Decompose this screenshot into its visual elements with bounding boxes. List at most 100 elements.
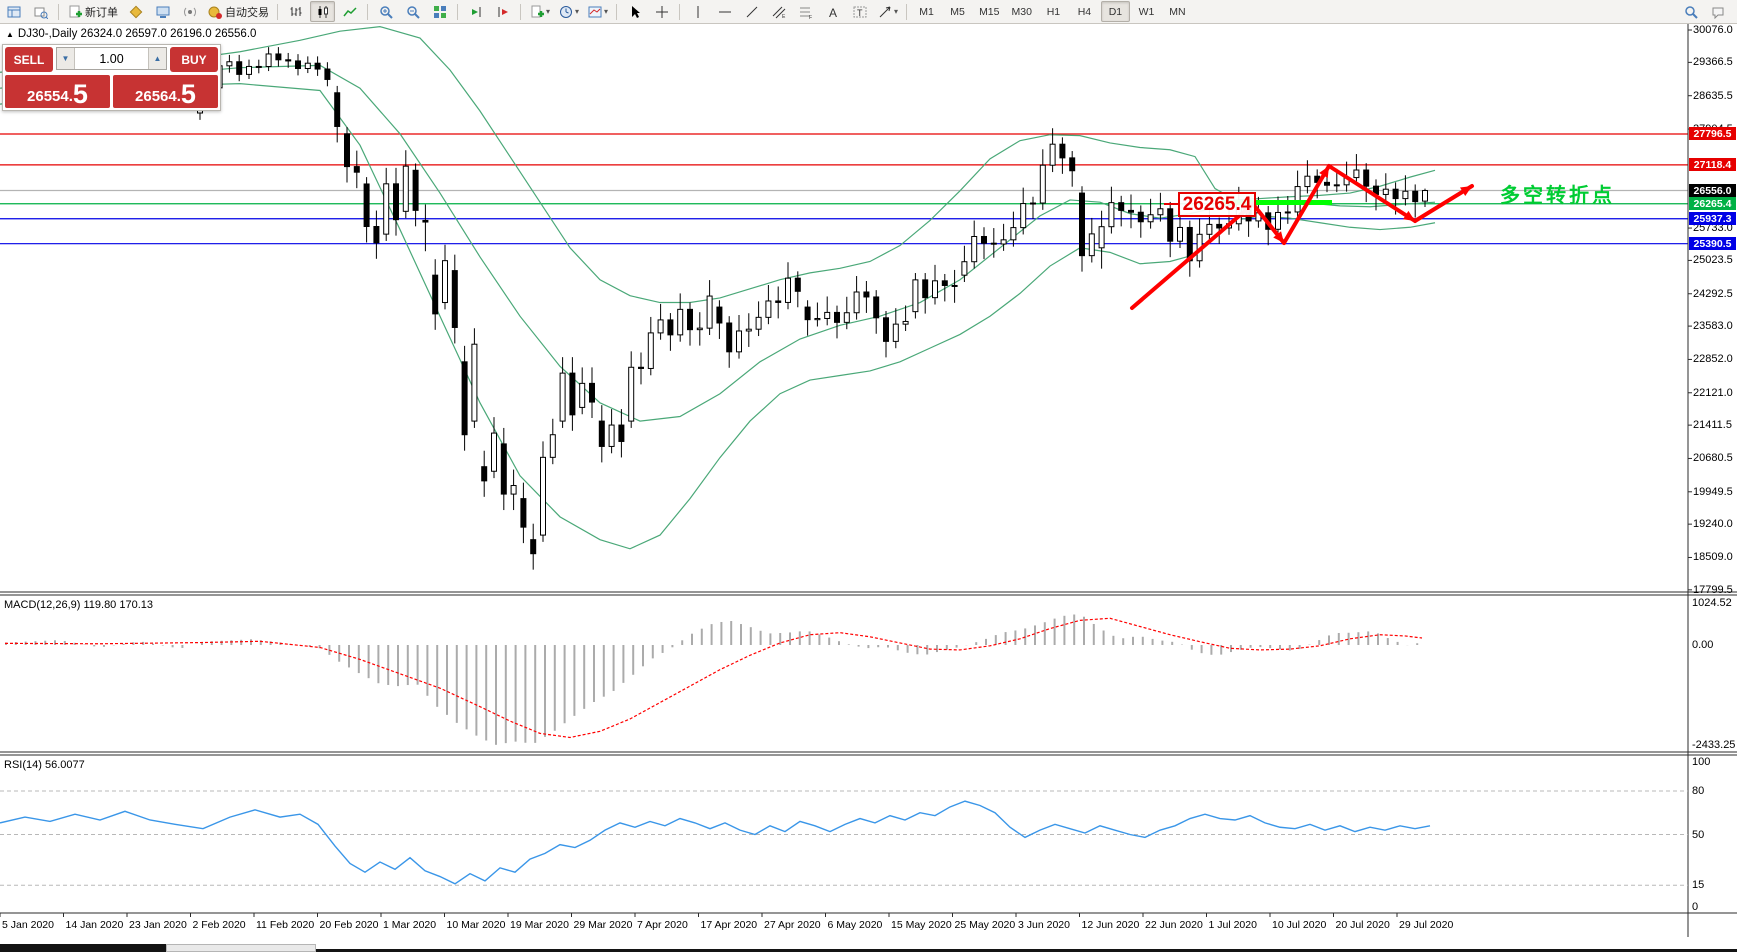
timeframe-m30-button[interactable]: M30 <box>1011 5 1032 18</box>
volume-decrease-button[interactable]: ▼ <box>57 48 74 69</box>
zoom-out-icon <box>405 4 420 19</box>
new-order-button[interactable]: 新订单 <box>64 1 121 22</box>
periods-icon <box>558 4 573 19</box>
macd-indicator-label: MACD(12,26,9) 119.80 170.13 <box>4 599 153 611</box>
zoom-out-button[interactable] <box>400 1 425 22</box>
tile-windows-button[interactable] <box>427 1 452 22</box>
channel-button[interactable]: E <box>766 1 791 22</box>
signal-button[interactable] <box>177 1 202 22</box>
dropdown-caret-icon: ▾ <box>575 7 580 16</box>
timeframe-m5-button[interactable]: M5 <box>950 5 965 18</box>
timeframe-h1-button[interactable]: H1 <box>1046 5 1061 18</box>
tile-windows-icon <box>432 4 447 19</box>
sell-price-main: 26554. <box>27 88 73 105</box>
svg-text:T: T <box>857 8 863 18</box>
hline-button[interactable] <box>712 1 737 22</box>
trendline-button[interactable] <box>739 1 764 22</box>
volume-increase-button[interactable]: ▲ <box>149 48 166 69</box>
trend-arrowhead <box>1403 210 1415 221</box>
text-icon: A <box>825 4 840 19</box>
date-axis-label: 17 Apr 2020 <box>700 919 758 931</box>
chart-window-button[interactable] <box>1 1 26 22</box>
market-watch-button[interactable] <box>28 1 53 22</box>
price-tag-25937.3: 25937.3 <box>1689 212 1736 226</box>
buy-price-pip: 5 <box>180 79 196 110</box>
sell-button[interactable]: SELL <box>5 47 53 72</box>
candle-chart-button[interactable] <box>310 1 335 22</box>
cursor-button[interactable] <box>622 1 647 22</box>
price-axis-label: 30076.0 <box>1693 24 1733 37</box>
chart-shift-button[interactable] <box>490 1 515 22</box>
search-button[interactable] <box>1678 1 1703 22</box>
price-axis-label: 21411.5 <box>1693 419 1732 432</box>
chart-window-icon <box>6 4 21 19</box>
candle-chart-icon <box>315 4 330 19</box>
price-tag-26265.4: 26265.4 <box>1689 197 1736 211</box>
chart-shift-icon <box>495 4 510 19</box>
date-axis-label: 2 Feb 2020 <box>192 919 246 931</box>
bottom-strip-left <box>0 944 166 952</box>
timeframe-w1-button[interactable]: W1 <box>1138 5 1155 18</box>
timeframe-mn-button[interactable]: MN <box>1169 5 1186 18</box>
sell-price-box[interactable]: 26554. 5 <box>5 75 110 108</box>
zoom-in-button[interactable] <box>373 1 398 22</box>
date-axis-label: 12 Jun 2020 <box>1081 919 1140 931</box>
macd-axis-label: -2433.25 <box>1692 739 1736 751</box>
buy-price-box[interactable]: 26564. 5 <box>113 75 218 108</box>
date-axis-label: 22 Jun 2020 <box>1145 919 1203 931</box>
timeframe-m15-button[interactable]: M15 <box>979 5 1000 18</box>
date-axis-label: 10 Jul 2020 <box>1272 919 1327 931</box>
timeframe-h4-button[interactable]: H4 <box>1077 5 1092 18</box>
rsi-line <box>0 800 1431 885</box>
buy-button[interactable]: BUY <box>170 47 218 72</box>
text-label-button[interactable]: T <box>847 1 872 22</box>
bar-chart-button[interactable] <box>283 1 308 22</box>
date-axis-label: 7 Apr 2020 <box>637 919 688 931</box>
date-axis-label: 20 Jul 2020 <box>1335 919 1390 931</box>
cursor-icon <box>627 4 642 19</box>
chart-canvas <box>0 24 1737 937</box>
dropdown-caret-icon: ▾ <box>604 7 609 16</box>
vline-button[interactable] <box>685 1 710 22</box>
text-button[interactable]: A <box>820 1 845 22</box>
timeframe-m1-button[interactable]: M1 <box>919 5 934 18</box>
chart-symbol-title: ▲ DJ30-,Daily 26324.0 26597.0 26196.0 265… <box>6 28 256 40</box>
collapse-triangle-icon[interactable]: ▲ <box>6 30 14 39</box>
hline-icon <box>717 4 732 19</box>
volume-stepper: ▼ 1.00 ▲ <box>56 47 167 70</box>
trend-arrow-segment <box>1130 202 1255 310</box>
trend-arrowhead <box>1460 186 1472 197</box>
date-axis-label: 5 Jan 2020 <box>2 919 54 931</box>
auto-scroll-button[interactable] <box>463 1 488 22</box>
price-axis-label: 19240.0 <box>1693 518 1733 531</box>
timeframe-d1-button[interactable]: D1 <box>1100 1 1130 22</box>
market-watch-icon <box>33 4 48 19</box>
terminal-icon <box>155 4 170 19</box>
chat-button[interactable] <box>1705 1 1730 22</box>
crosshair-button[interactable] <box>649 1 674 22</box>
new-order-icon <box>67 4 82 19</box>
date-axis-label: 1 Jul 2020 <box>1208 919 1257 931</box>
price-axis-label: 29366.5 <box>1693 56 1733 69</box>
search-icon <box>1683 4 1698 19</box>
toolbar-separator <box>457 3 458 20</box>
sell-price-pip: 5 <box>72 79 88 110</box>
rsi-axis-label: 15 <box>1692 879 1705 892</box>
templates-button[interactable]: ▾ <box>584 1 611 22</box>
shapes-button[interactable]: ▾ <box>874 1 901 22</box>
periods-button[interactable]: ▾ <box>555 1 582 22</box>
line-chart-button[interactable] <box>337 1 362 22</box>
terminal-button[interactable] <box>150 1 175 22</box>
history-center-button[interactable] <box>123 1 148 22</box>
price-axis-label: 23583.0 <box>1693 320 1733 333</box>
bottom-strip-thumb[interactable] <box>166 944 316 952</box>
date-axis-label: 29 Jul 2020 <box>1399 919 1454 931</box>
volume-input[interactable]: 1.00 <box>74 48 149 69</box>
toolbar-separator <box>520 3 521 20</box>
vline-icon <box>690 4 705 19</box>
autotrade-button[interactable]: 自动交易 <box>204 1 272 22</box>
indicators-button[interactable]: ▾ <box>526 1 553 22</box>
toolbar-separator <box>679 3 681 20</box>
svg-text:F: F <box>809 15 812 19</box>
fibonacci-button[interactable]: F <box>793 1 818 22</box>
